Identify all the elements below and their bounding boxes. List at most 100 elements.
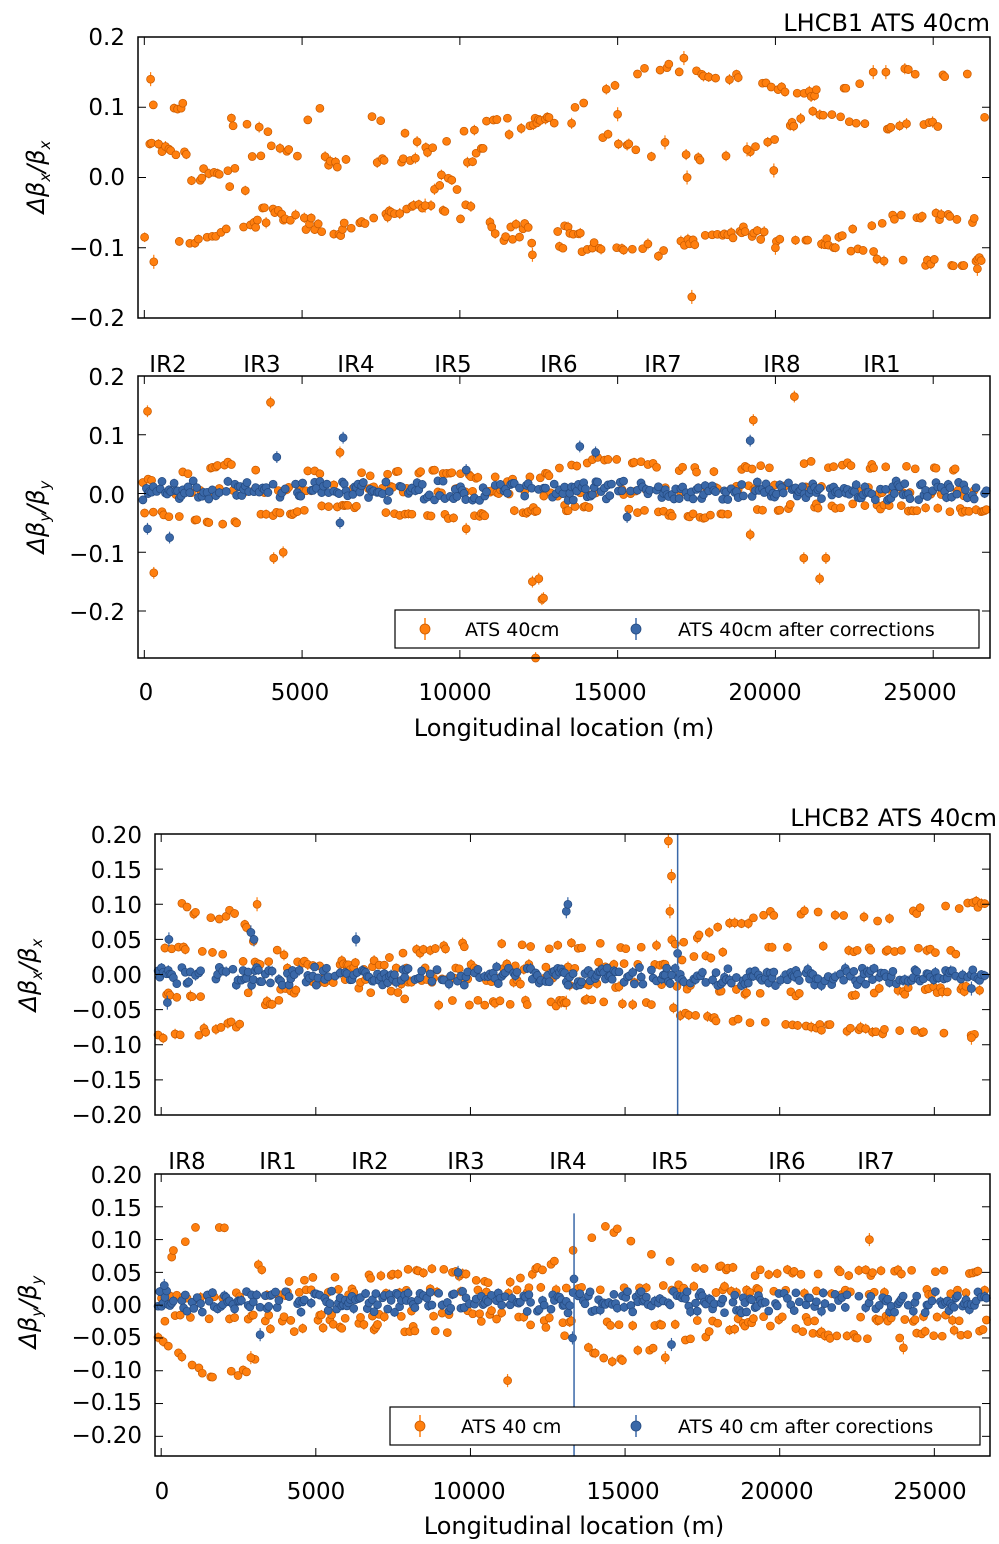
- measured-series-point: [279, 950, 289, 960]
- corrected-series-point: [188, 476, 198, 486]
- corrected-series-point: [638, 979, 648, 989]
- measured-series-point: [357, 468, 366, 478]
- ytick-label: 0.10: [91, 1228, 142, 1254]
- measured-series-point: [855, 79, 865, 89]
- measured-series-point: [175, 1030, 185, 1040]
- svg-text:Δβy/βy: Δβy/βy: [22, 479, 54, 555]
- measured-series-point: [383, 469, 392, 479]
- measured-series-point: [478, 144, 488, 153]
- corrected-series-point: [459, 980, 469, 990]
- measured-series-point: [851, 118, 861, 128]
- measured-series-point: [160, 1316, 170, 1326]
- measured-series-point: [771, 243, 780, 253]
- measured-series-point: [813, 503, 823, 513]
- measured-series-point: [419, 1268, 428, 1278]
- corrected-series-point: [541, 483, 550, 493]
- corrected-series-point: [522, 1307, 532, 1316]
- ir-label: IR6: [768, 1149, 805, 1175]
- panel-b1y: IR2 IR3 IR4 IR5 IR6 IR7 IR8 IR1 Δβy/βy 0…: [22, 352, 991, 742]
- measured-series-point: [796, 114, 806, 123]
- corrected-series-point: [628, 968, 638, 977]
- measured-series-point: [619, 959, 629, 968]
- measured-series-point: [654, 251, 663, 261]
- panel-b2x: LHCB2 ATS 40cm Δβx/βx 0.20 0.15 0.10 0.0…: [14, 804, 997, 1129]
- corrected-series-point: [383, 496, 392, 505]
- measured-series-point: [220, 1223, 229, 1233]
- measured-series-point: [440, 207, 450, 216]
- measured-series-point: [599, 997, 609, 1007]
- measured-series-point: [954, 1316, 964, 1326]
- measured-series-point: [252, 899, 262, 909]
- measured-series-point: [912, 506, 922, 515]
- corrected-series-point: [274, 1296, 284, 1305]
- measured-series-point: [289, 1327, 299, 1336]
- measured-series-point: [400, 128, 410, 138]
- corrected-series-point: [923, 492, 932, 501]
- measured-series-point: [919, 1027, 928, 1037]
- corrected-series-point: [791, 1288, 801, 1298]
- measured-series-point: [895, 1333, 905, 1343]
- measured-series-point: [660, 138, 670, 147]
- measured-series-point: [713, 1318, 723, 1328]
- measured-series-point: [785, 500, 795, 509]
- measured-series-point: [299, 505, 309, 515]
- measured-series-point: [579, 98, 589, 108]
- measured-series-point: [449, 513, 458, 523]
- measured-series-point: [248, 1310, 258, 1320]
- corrected-series-point: [196, 1299, 205, 1308]
- measured-series-point: [171, 150, 181, 160]
- corrected-series-point: [237, 1296, 246, 1305]
- corrected-series-point: [384, 487, 394, 496]
- measured-series-point: [664, 59, 674, 69]
- measured-series-point: [360, 219, 370, 228]
- corrected-series-point: [971, 483, 981, 493]
- corrected-series-point: [284, 1292, 294, 1301]
- corrected-series-point: [794, 976, 804, 985]
- corrected-series-point: [512, 967, 522, 977]
- measured-series-point: [939, 1028, 949, 1038]
- measured-series-point: [896, 210, 906, 220]
- measured-series-point: [728, 233, 738, 243]
- measured-series-point: [978, 1325, 988, 1334]
- ir-label: IR1: [259, 1149, 296, 1175]
- ytick-label: 0.05: [91, 928, 142, 954]
- corrected-series-point: [920, 1308, 930, 1317]
- corrected-series-point: [568, 969, 578, 978]
- measured-series-point: [497, 1308, 507, 1318]
- measured-series-point: [538, 1265, 547, 1275]
- measured-series-point: [783, 942, 792, 952]
- measured-series-point: [298, 1324, 308, 1333]
- measured-series-point: [369, 213, 379, 223]
- corrected-series-point: [789, 1306, 799, 1315]
- measured-series-point: [595, 938, 605, 948]
- svg-text:Δβx/βx: Δβx/βx: [22, 140, 54, 215]
- measured-series-point: [750, 1271, 760, 1280]
- corrected-series-point: [842, 1290, 852, 1300]
- measured-series-point: [982, 505, 991, 514]
- measured-series-point: [242, 1367, 251, 1377]
- measured-series-point: [523, 223, 533, 232]
- measured-series-point: [226, 1366, 236, 1376]
- corrected-series-point: [617, 486, 627, 496]
- measured-series-point: [313, 219, 323, 229]
- corrected-series-point: [196, 966, 205, 976]
- corrected-series-point: [497, 1300, 507, 1310]
- measured-series-point: [284, 145, 294, 154]
- measured-series-point: [480, 511, 490, 521]
- corrected-series-point: [544, 977, 554, 987]
- measured-series-point: [793, 1021, 802, 1030]
- corrected-series-point: [417, 966, 427, 976]
- measured-series-point: [337, 1323, 347, 1333]
- measured-series-point: [448, 996, 457, 1005]
- corrected-series-point: [197, 1307, 207, 1317]
- corrected-series-point: [851, 480, 861, 490]
- measured-series-point: [674, 67, 684, 77]
- corrected-series-point: [373, 1300, 382, 1310]
- measured-series-point: [959, 261, 969, 270]
- panel-b1y-marks: [138, 390, 991, 663]
- measured-series-point: [393, 988, 403, 997]
- measured-series-point: [969, 213, 979, 223]
- corrected-series-point: [438, 476, 448, 486]
- measured-series-point: [459, 942, 469, 952]
- corrected-series-point: [169, 1296, 178, 1306]
